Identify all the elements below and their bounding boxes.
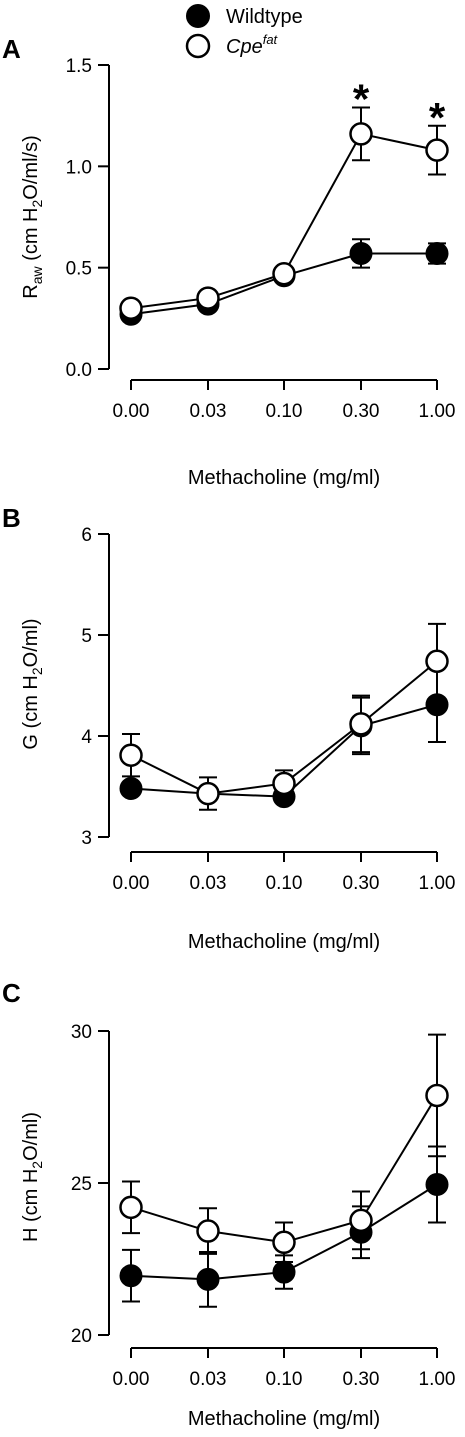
panel-c-x-tick-label: 0.00	[113, 1369, 150, 1390]
panel-a-y-axis-label: Raw (cm H2O/ml/s)	[20, 135, 45, 298]
legend: Wildtype Cpefat	[185, 4, 303, 59]
panel-c-cpe-point	[196, 1219, 220, 1243]
legend-wildtype-marker	[186, 4, 210, 28]
panel-a-x-tick-label: 0.00	[113, 401, 150, 422]
legend-cpe-label: Cpefat	[226, 32, 279, 58]
panel-b-y-tick-label: 3	[81, 828, 92, 849]
panel-b-wildtype-point	[425, 693, 449, 717]
panel-c-x-tick-label: 0.03	[190, 1369, 227, 1390]
panel-c-x-tick-label: 0.30	[343, 1369, 380, 1390]
panel-b-x-tick-label: 0.03	[190, 873, 227, 894]
legend-cpe-base: Cpe	[226, 36, 263, 58]
legend-cpe-marker	[185, 33, 211, 59]
panel-c-y-tick-label: 20	[71, 1326, 92, 1347]
panel-a-x-tick-label: 0.03	[190, 401, 227, 422]
legend-cpe-sup: fat	[263, 32, 279, 47]
panel-b-y-axis-label: G (cm H2O/ml)	[20, 618, 45, 749]
panel-b-x-tick-label: 0.30	[343, 873, 380, 894]
panel-a-y-tick-label: 1.5	[66, 56, 92, 77]
panel-b: B G (cm H2O/ml) Methacholine (mg/ml) 3 4 5…	[2, 503, 455, 953]
panel-c-letter: C	[2, 978, 21, 1008]
panel-a-significance-star: *	[353, 76, 370, 123]
panel-a-letter: A	[2, 34, 21, 64]
panel-a-wildtype-point	[425, 241, 449, 265]
panel-b-letter: B	[2, 503, 21, 533]
panel-c-x-tick-label: 1.00	[419, 1369, 456, 1390]
panel-a-cpe-point	[119, 296, 143, 320]
panel-c: C H (cm H2O/ml) Methacholine (mg/ml) 20 2…	[2, 978, 455, 1430]
panel-c-wildtype-point	[119, 1264, 143, 1288]
panel-a-wildtype-point	[349, 241, 373, 265]
panel-c-cpe-line	[130, 1094, 438, 1244]
panel-b-cpe-point	[349, 712, 373, 736]
panel-c-wildtype-point	[196, 1267, 220, 1291]
panel-a-x-tick-label: 0.30	[343, 401, 380, 422]
panel-b-y-tick-label: 6	[81, 525, 92, 546]
panel-c-y-tick-label: 30	[71, 1022, 92, 1043]
panel-c-y-tick-label: 25	[71, 1174, 92, 1195]
panel-a-x-axis-label: Methacholine (mg/ml)	[188, 467, 380, 489]
panel-b-x-axis-label: Methacholine (mg/ml)	[188, 931, 380, 953]
panel-b-cpe-point	[196, 781, 220, 806]
panel-b-y-tick-label: 4	[81, 727, 92, 748]
panel-a-cpe-point	[272, 261, 296, 286]
panel-c-cpe-point	[119, 1195, 143, 1220]
panel-a-x-tick-label: 1.00	[419, 401, 456, 422]
panel-c-x-axis-label: Methacholine (mg/ml)	[188, 1408, 380, 1430]
panel-b-cpe-point	[425, 649, 449, 674]
panel-b-wildtype-point	[119, 777, 143, 801]
panel-c-y-axis-label: H (cm H2O/ml)	[20, 1112, 45, 1242]
panel-a-x-tick-label: 0.10	[266, 401, 303, 422]
panel-b-x-tick-label: 0.00	[113, 873, 150, 894]
panel-a-cpe-point	[425, 138, 449, 162]
panel-a-y-tick-label: 0.0	[66, 360, 92, 381]
panel-b-x-tick-label: 1.00	[419, 873, 456, 894]
panel-b-cpe-point	[119, 743, 143, 767]
panel-c-wildtype-point	[425, 1173, 449, 1197]
panel-a: A Raw (cm H2O/ml/s) Methacholine (mg/ml)…	[2, 34, 455, 489]
panel-c-x-tick-label: 0.10	[266, 1369, 303, 1390]
panel-c-cpe-point	[349, 1208, 373, 1233]
panel-c-cpe-point	[425, 1083, 449, 1108]
panel-a-y-tick-label: 1.0	[66, 157, 92, 178]
panel-c-cpe-point	[272, 1230, 296, 1255]
panel-a-y-tick-label: 0.5	[66, 259, 92, 280]
panel-c-wildtype-point	[272, 1260, 296, 1284]
panel-b-x-tick-label: 0.10	[266, 873, 303, 894]
panel-a-cpe-point	[196, 286, 220, 310]
panel-a-significance-star: *	[429, 94, 446, 141]
panel-b-cpe-point	[272, 771, 296, 796]
panel-b-y-tick-label: 5	[81, 626, 92, 647]
panel-a-cpe-point	[349, 122, 373, 146]
legend-wildtype-label: Wildtype	[226, 6, 303, 28]
